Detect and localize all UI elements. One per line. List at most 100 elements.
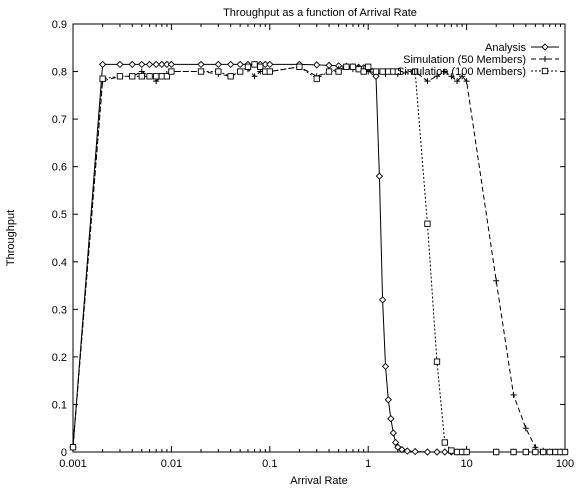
- series-0-point: [391, 438, 400, 447]
- series-2-point: [433, 358, 441, 365]
- series-layer: [69, 60, 569, 456]
- series-2-point: [540, 448, 547, 456]
- series-2-point: [394, 68, 401, 75]
- y-axis-label: Throughput: [5, 210, 17, 266]
- series-0-point: [389, 429, 397, 437]
- series-0-point: [145, 60, 154, 69]
- series-2-point: [244, 63, 252, 70]
- series-2-point: [69, 444, 77, 451]
- series-0-point: [152, 60, 160, 69]
- series-2-point: [372, 68, 380, 75]
- legend-label: Analysis: [485, 42, 526, 54]
- series-1-point: [459, 73, 466, 80]
- series-2-point: [441, 439, 448, 446]
- series-0-point: [266, 60, 274, 69]
- series-0-point: [313, 61, 321, 69]
- y-tick-label: 0.6: [52, 162, 67, 174]
- series-1-point: [441, 68, 448, 75]
- series-2-point: [379, 68, 386, 75]
- series-2-point: [561, 448, 569, 456]
- series-2-point: [197, 68, 205, 75]
- y-tick-label: 0.2: [52, 352, 67, 364]
- chart-title: Throughput as a function of Arrival Rate: [223, 7, 417, 19]
- series-1-point: [433, 73, 440, 80]
- series-0-line: [72, 63, 565, 453]
- series-2-point: [546, 448, 553, 456]
- series-0-point: [381, 362, 390, 371]
- series-0-point: [98, 60, 107, 69]
- y-tick-label: 0.8: [52, 67, 67, 79]
- series-2-point: [448, 447, 455, 454]
- series-1-line: [72, 66, 565, 453]
- series-1: [70, 63, 568, 455]
- axes: 0 0.1 0.2 0.3 0.4 0.5 0.6 0.7 0.8 0.9 0.001 0.01 0.1…: [52, 19, 574, 470]
- series-2-point: [257, 63, 264, 70]
- series-2-point: [146, 73, 153, 80]
- series-2-point: [296, 63, 303, 70]
- series-0-point: [378, 296, 387, 304]
- series-2-point: [325, 68, 333, 75]
- series-2: [69, 61, 569, 456]
- series-0-point: [423, 448, 432, 456]
- series-2-point: [163, 73, 171, 80]
- series-0-point: [138, 60, 146, 69]
- series-0-point: [411, 447, 419, 456]
- series-2-point: [349, 63, 357, 70]
- series-2-point: [266, 68, 273, 75]
- series-2-point: [237, 68, 244, 75]
- y-tick-label: 0.3: [52, 304, 67, 316]
- x-tick-label: 1: [365, 458, 371, 470]
- series-1-point: [448, 73, 455, 80]
- series-2-point: [343, 63, 350, 70]
- y-tick-label: 0.5: [52, 209, 67, 221]
- series-1-point: [510, 391, 517, 398]
- series-0-point: [116, 60, 124, 69]
- series-0-point: [158, 60, 166, 69]
- series-2-line: [72, 63, 565, 453]
- legend-marker: [541, 67, 549, 75]
- series-0-point: [128, 60, 136, 69]
- legend-marker: [541, 43, 549, 51]
- x-tick-label: 0.01: [161, 458, 182, 470]
- series-2-point: [129, 73, 136, 80]
- series-0-point: [227, 60, 235, 69]
- series-1-point: [454, 78, 461, 85]
- series-0-point: [433, 448, 441, 456]
- series-1-point: [463, 78, 470, 85]
- legend-label: Simulation (50 Members): [403, 54, 526, 66]
- series-2-point: [360, 68, 367, 75]
- series-1-point: [251, 73, 258, 80]
- series-0-point: [398, 445, 406, 454]
- series-2-point: [138, 73, 145, 80]
- series-0-point: [441, 448, 449, 456]
- x-tick-label: 100: [556, 458, 574, 470]
- series-2-point: [168, 68, 175, 75]
- legend-label: Simulation (100 Members): [397, 66, 526, 78]
- series-2-point: [215, 68, 222, 75]
- series-2-point: [99, 75, 106, 82]
- x-tick-label: 10: [460, 458, 472, 470]
- series-1-point: [522, 425, 529, 432]
- y-tick-label: 0: [61, 447, 67, 459]
- x-tick-label: 0.1: [262, 458, 277, 470]
- series-2-point: [116, 73, 124, 80]
- series-2-point: [313, 75, 320, 82]
- series-0-point: [403, 447, 411, 455]
- series-2-point: [365, 63, 372, 70]
- series-2-point: [411, 68, 419, 75]
- series-0-point: [167, 60, 176, 69]
- legend-marker: [542, 56, 548, 62]
- series-0-point: [375, 172, 384, 180]
- series-2-point: [424, 220, 431, 227]
- x-axis-label: Arrival Rate: [290, 475, 347, 487]
- y-tick-label: 0.9: [52, 19, 67, 31]
- plot-frame: [72, 23, 566, 453]
- y-tick-label: 0.4: [52, 257, 67, 269]
- series-0-point: [197, 60, 205, 69]
- series-1-point: [424, 78, 431, 85]
- series-0-point: [387, 415, 395, 423]
- series-1-point: [493, 277, 500, 284]
- series-2-point: [153, 73, 160, 80]
